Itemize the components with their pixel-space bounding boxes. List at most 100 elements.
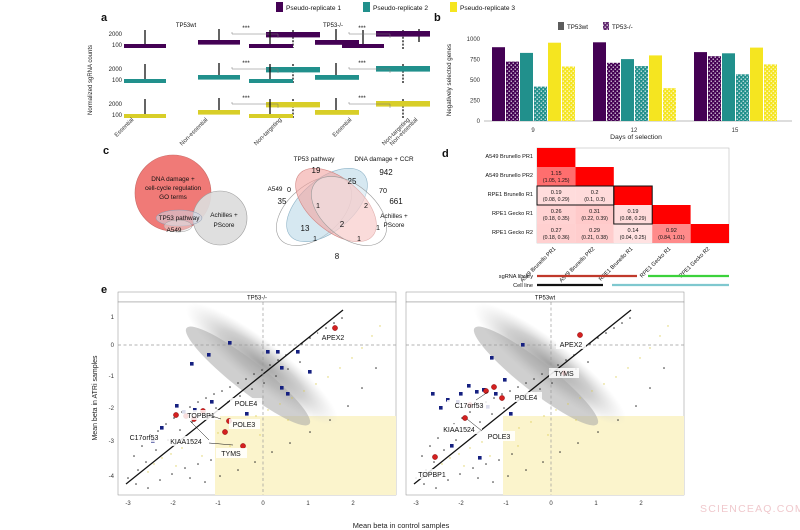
legend-label-1: Pseudo-replicate 1 [286, 5, 341, 12]
xtick-right-1: 1 [594, 501, 598, 507]
panel-e-xlabel: Mean beta in control samples [353, 521, 450, 530]
cell-4-0-ci: (0.18, 0.36) [543, 235, 570, 241]
panel-b-group-12: 12 [593, 42, 676, 134]
gene-labels-right: APEX2 TYMS POLE4 C17orf53 KIAA1524 POLE3… [412, 339, 586, 479]
bar-pr1-ko-12 [607, 62, 620, 121]
sig-marker-a-r3: *** [242, 95, 250, 102]
cell-2-0-ci: (0.08, 0.29) [543, 197, 570, 203]
venn2-label-a549: A549 [167, 227, 182, 234]
bar-pr3-wt-15 [750, 47, 763, 121]
venn4-title-tp53: TP53 pathway [294, 156, 336, 163]
legend-swatch-tp53wt [558, 22, 564, 30]
sig-marker-a-f2-r2: *** [358, 60, 366, 67]
cell-3-3 [652, 205, 691, 224]
venn-two-set: DNA damage + cell-cycle regulation GO te… [134, 154, 248, 246]
xtick-15: 15 [732, 128, 739, 134]
panel-e-xticks-right: -3 -2 -1 0 1 2 [413, 501, 643, 507]
xtick-nontargeting-2: Non-targeting [381, 117, 411, 147]
xtick-left-2: 2 [351, 501, 355, 507]
gene-label-c17orf53-left: C17orf53 [130, 435, 159, 442]
cell-4-1-ci: (0.21, 0.38) [581, 235, 608, 241]
venn4-count-a549-only: 35 [278, 197, 287, 206]
bar-pr1-wt-15 [694, 52, 707, 121]
venn2-label-achilles-l1: Achilles + [210, 212, 238, 219]
bar-pr2-wt-9 [520, 52, 533, 121]
panel-letter-d: d [442, 148, 449, 160]
cell-4-1 [575, 224, 614, 243]
panel-a-row-pr2: 2000 100 *** [109, 60, 320, 84]
xtick-9: 9 [531, 128, 535, 134]
venn4-title-a549: A549 [268, 186, 283, 193]
gene-label-kiaa1524-left: KIAA1524 [170, 439, 202, 446]
bar-pr2-wt-12 [621, 59, 634, 121]
cell-2-0 [537, 186, 576, 205]
ytick--3: -3 [109, 439, 115, 445]
gene-label-apex2-left: APEX2 [322, 335, 345, 342]
legend-swatch-tp53ko [603, 22, 609, 30]
xtick-12: 12 [631, 128, 638, 134]
xtick-right--1: -1 [503, 501, 509, 507]
bar-pr3-ko-12 [663, 88, 676, 121]
bar-pr3-wt-12 [649, 55, 662, 121]
col-label-1: A549 Brunello PR2 [559, 246, 597, 284]
panel-a-facet-label-0: TP53wt [176, 23, 197, 29]
panel-b: TP53wt TP53-/- Negatively selected genes… [440, 14, 796, 141]
venn4-count-achilles-tp53-right: 1 [376, 223, 380, 232]
panel-a-xticks-2: Non-targeting [380, 110, 440, 150]
xtick-left--2: -2 [170, 501, 176, 507]
panel-e-xticks-left: -3 -2 -1 0 1 2 [125, 501, 355, 507]
venn2-label-tp53: TP53 pathway [159, 215, 201, 222]
panel-b-group-15: 15 [694, 47, 777, 134]
cell-3-2-value: 0.19 [628, 209, 639, 215]
ytick--2: -2 [109, 406, 115, 412]
gene-label-c17orf53-right: C17orf53 [455, 403, 484, 410]
cell-1-1 [575, 167, 614, 186]
venn4-count-tp53-achilles-ddccr: 2 [364, 201, 368, 210]
panel-letter-a: a [101, 12, 108, 24]
ytick-750: 750 [470, 58, 481, 64]
row-label-4: RPE1 Gecko R2 [492, 230, 533, 236]
row-label-0: A549 Brunello PR1 [485, 154, 533, 160]
cell-3-2 [613, 205, 653, 224]
panel-b-xlabel: Days of selection [610, 134, 662, 141]
panel-e-yticks: 1 0 -1 -2 -3 -4 [109, 315, 115, 480]
xtick-left--1: -1 [215, 501, 221, 507]
xtick-right--2: -2 [458, 501, 464, 507]
panel-e: Mean beta in ATRi samples Mean beta in c… [90, 288, 800, 530]
legend-pseudoreplicates: Pseudo-replicate 1 Pseudo-replicate 2 Ps… [272, 1, 532, 13]
panel-a-xticks: Essential Non-essential Non-targeting Es… [86, 110, 426, 150]
venn4-count-a549-ddccr: 1 [316, 201, 320, 210]
ytick-2000-r2: 2000 [109, 67, 123, 73]
gene-label-pole4-left: POLE4 [235, 401, 258, 408]
panel-b-group-9: 9 [492, 42, 575, 134]
panel-b-legend: TP53wt TP53-/- [558, 22, 633, 31]
cell-3-1 [575, 205, 614, 224]
cell-1-0 [537, 167, 576, 186]
diagonal-line-left [125, 309, 344, 485]
venn4-count-a549-ddccr-lower: 13 [301, 224, 310, 233]
panel-letter-b: b [434, 12, 441, 24]
row-label-1: A549 Brunello PR2 [485, 173, 533, 179]
bar-pr2-ko-15 [736, 74, 749, 121]
panel-b-yticks: 1000 750 500 250 0 [467, 37, 481, 125]
panel-e-facet-tp53wt: TP53wt [405, 291, 685, 507]
cell-2-2 [613, 186, 653, 205]
cell-3-0-ci: (0.18, 0.35) [543, 216, 570, 222]
ytick-500: 500 [470, 78, 481, 84]
panel-b-ylabel: Negatively selected genes [446, 44, 453, 116]
sig-marker-a-f2-r3: *** [358, 95, 366, 102]
panel-e-facet-tp53ko: TP53-/- [117, 291, 397, 507]
cell-4-2-ci: (0.04, 0.25) [620, 235, 647, 241]
venn4-count-tp53-ddccr: 25 [348, 177, 357, 186]
gene-label-kiaa1524-right: KIAA1524 [443, 427, 475, 434]
cell-4-3-ci: (0.84, 1.01) [658, 235, 685, 241]
panel-d-row-labels: A549 Brunello PR1 A549 Brunello PR2 RPE1… [485, 154, 533, 236]
legend-label-2: Pseudo-replicate 2 [373, 5, 428, 12]
venn2-label-dnadamage-l1: DNA damage + [151, 176, 195, 183]
xtick-right-2: 2 [639, 501, 643, 507]
panel-a-facet-label-1: TP53-/- [323, 23, 343, 29]
gene-label-pole3-right: POLE3 [488, 434, 511, 441]
venn4-title-achilles-l2: PScore [384, 222, 405, 229]
cell-4-3-value: 0.92 [666, 228, 677, 234]
xtick-left-1: 1 [306, 501, 310, 507]
